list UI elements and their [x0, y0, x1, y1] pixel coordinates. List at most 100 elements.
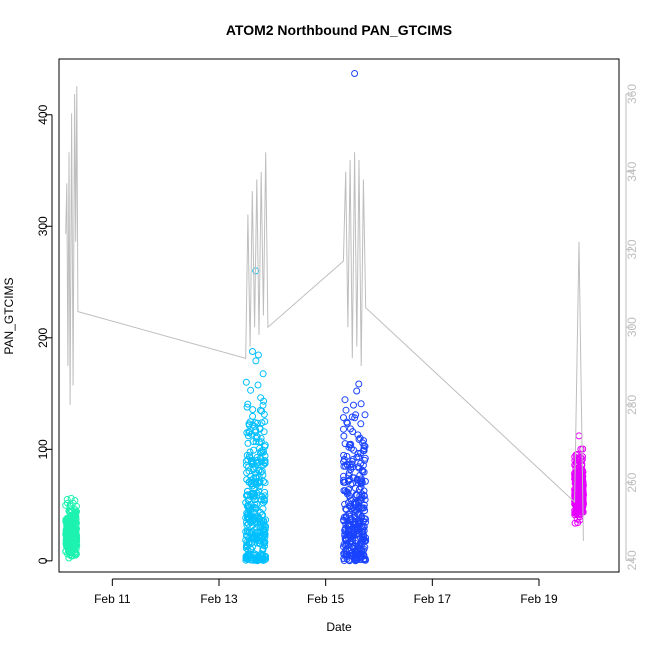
scatter-point — [246, 454, 254, 462]
scatter-point — [243, 541, 251, 549]
scatter-point — [245, 496, 253, 504]
scatter-point — [252, 535, 260, 543]
scatter-point — [259, 535, 267, 543]
scatter-point — [573, 504, 581, 512]
scatter-point — [341, 500, 349, 508]
scatter-point — [249, 556, 257, 564]
scatter-point — [249, 490, 257, 498]
scatter-point — [260, 397, 268, 405]
scatter-point — [244, 528, 252, 536]
scatter-point — [348, 460, 356, 468]
scatter-point — [350, 520, 358, 528]
y-tick-label: 300 — [36, 216, 50, 236]
scatter-point — [342, 406, 350, 414]
scatter-point — [242, 378, 250, 386]
scatter-point — [347, 515, 355, 522]
scatter-point — [246, 418, 254, 426]
scatter-point — [350, 401, 357, 409]
scatter-point — [257, 454, 264, 462]
scatter-point — [262, 552, 270, 560]
scatter-point — [357, 460, 365, 467]
scatter-point — [257, 458, 265, 466]
scatter-point — [352, 526, 360, 534]
scatter-point — [354, 520, 362, 528]
scatter-point — [342, 542, 350, 550]
scatter-point — [261, 479, 269, 487]
scatter-point — [351, 70, 359, 77]
scatter-point — [73, 519, 80, 527]
scatter-point — [360, 447, 368, 455]
scatter-point — [249, 348, 256, 355]
scatter-point — [252, 469, 260, 477]
scatter-point — [340, 432, 348, 440]
scatter-point — [252, 438, 260, 446]
scatter-point — [348, 549, 356, 556]
line-series — [65, 86, 584, 541]
scatter-point — [361, 477, 369, 485]
scatter-point — [351, 484, 359, 492]
scatter-point — [258, 467, 266, 475]
y-tick-label: 400 — [36, 104, 50, 124]
scatter-point — [340, 455, 348, 463]
scatter-point — [244, 515, 252, 523]
scatter-point — [345, 502, 353, 510]
scatter-point — [355, 435, 363, 443]
scatter-point — [343, 418, 351, 426]
scatter-point — [340, 513, 348, 521]
scatter-point — [349, 539, 357, 547]
chart-title: ATOM2 Northbound PAN_GTCIMS — [226, 22, 452, 38]
y-tick-label: 200 — [36, 327, 50, 347]
scatter-point — [356, 492, 364, 500]
scatter-point — [254, 381, 262, 389]
scatter-point — [71, 497, 79, 504]
scatter-point — [65, 508, 73, 515]
scatter-point — [255, 491, 263, 499]
scatter-point — [575, 474, 583, 482]
scatter-point — [359, 528, 367, 536]
scatter-point — [259, 471, 267, 479]
scatter-point — [362, 515, 369, 523]
scatter-point — [255, 487, 263, 495]
scatter-point — [359, 504, 367, 512]
y-right-tick-label: 340 — [625, 161, 639, 181]
x-axis: Feb 11 Feb 13 Feb 15 Feb 17 Feb 19 — [94, 578, 558, 606]
scatter-point — [357, 400, 365, 408]
scatter-point — [361, 454, 369, 462]
scatter-point — [243, 403, 251, 411]
scatter-point — [356, 477, 364, 485]
x-tick-label: Feb 17 — [414, 592, 452, 606]
scatter-point — [261, 443, 269, 451]
scatter-point — [250, 446, 258, 454]
scatter-point — [361, 496, 369, 504]
scatter-point — [243, 502, 251, 510]
scatter-point — [247, 545, 255, 553]
scatter-point — [261, 526, 269, 534]
scatter-point — [347, 440, 355, 448]
scatter-point — [355, 380, 363, 388]
scatter-point — [572, 451, 580, 459]
scatter-point — [252, 357, 260, 365]
y-right-tick-label: 260 — [625, 472, 639, 492]
scatter-point — [573, 472, 581, 480]
scatter-point — [360, 437, 367, 445]
scatter-point — [253, 489, 261, 497]
scatter-point — [357, 539, 365, 547]
scatter-point — [354, 449, 362, 457]
scatter-point — [260, 410, 268, 418]
scatter-point — [346, 521, 354, 529]
x-tick-label: Feb 13 — [200, 592, 238, 606]
scatter-point — [242, 556, 250, 564]
scatter-point — [352, 411, 360, 419]
scatter-points — [62, 70, 587, 565]
scatter-point — [247, 430, 255, 438]
y-axis-label: PAN_GTCIMS — [2, 277, 16, 354]
scatter-point — [62, 529, 70, 537]
scatter-point — [350, 501, 358, 508]
scatter-point — [341, 487, 349, 495]
scatter-point — [574, 519, 582, 527]
scatter-point — [251, 501, 259, 509]
scatter-point — [259, 518, 267, 526]
scatter-point — [244, 400, 252, 408]
scatter-point — [354, 516, 362, 524]
